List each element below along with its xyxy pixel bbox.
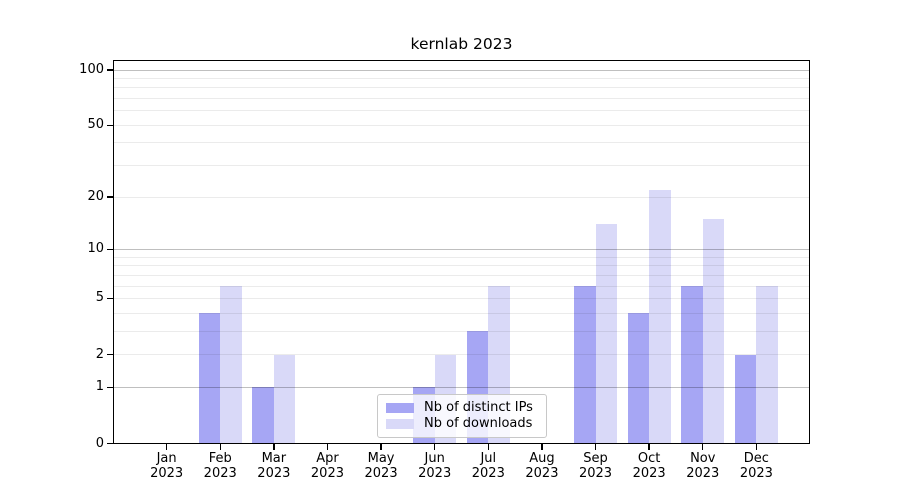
x-tick-label-feb: Feb 2023 <box>203 450 237 482</box>
x-tick-dec <box>755 443 758 450</box>
x-tick-apr <box>326 443 329 450</box>
gridline-minor-60 <box>113 110 810 112</box>
x-tick-label-sep: Sep 2023 <box>578 450 613 482</box>
y-tick-1 <box>107 386 113 389</box>
bar-downloads-sep <box>595 224 618 444</box>
legend-swatch-distinct-ips <box>386 403 414 413</box>
x-tick-label-jan: Jan 2023 <box>150 450 184 482</box>
x-tick-jan <box>165 443 168 450</box>
y-tick-label-0: 0 <box>95 435 104 451</box>
gridline-minor-3 <box>113 330 810 332</box>
x-tick-label-may: May 2023 <box>364 450 398 482</box>
gridline-minor-8 <box>113 265 810 267</box>
gridline-minor-50 <box>113 124 810 126</box>
gridline-minor-40 <box>113 142 810 144</box>
bar-downloads-nov <box>702 219 725 444</box>
x-tick-label-jul: Jul 2023 <box>471 450 505 482</box>
y-tick-10 <box>107 248 113 251</box>
bar-distinct-ips-sep <box>574 286 596 444</box>
x-tick-label-nov: Nov 2023 <box>686 450 720 482</box>
y-tick-label-20: 20 <box>87 189 104 205</box>
gridline-major-10 <box>113 248 810 250</box>
x-tick-mar <box>273 443 275 450</box>
x-tick-label-oct: Oct 2023 <box>632 450 666 482</box>
y-tick-label-100: 100 <box>79 62 104 77</box>
gridline-minor-20 <box>113 196 810 198</box>
y-tick-label-50: 50 <box>87 117 104 133</box>
x-tick-label-jun: Jun 2023 <box>418 450 452 482</box>
x-tick-label-mar: Mar 2023 <box>257 450 291 482</box>
bar-distinct-ips-mar <box>252 387 274 444</box>
chart-title: kernlab 2023 <box>410 35 513 53</box>
gridline-minor-4 <box>113 312 810 314</box>
y-tick-label-1: 1 <box>95 379 104 395</box>
y-tick-5 <box>107 297 113 300</box>
x-tick-label-aug: Aug 2023 <box>525 450 559 482</box>
y-tick-20 <box>107 196 113 198</box>
legend-item-downloads: Nb of downloads <box>386 417 540 431</box>
bar-downloads-oct <box>649 189 671 444</box>
bar-downloads-dec <box>756 286 778 444</box>
x-tick-label-apr: Apr 2023 <box>310 450 344 482</box>
bar-downloads-feb <box>220 286 242 444</box>
x-tick-feb <box>219 443 221 450</box>
bar-downloads-mar <box>273 354 296 444</box>
gridline-major-100 <box>113 69 810 71</box>
gridline-minor-9 <box>113 256 810 258</box>
gridline-minor-2 <box>113 354 810 356</box>
y-tick-0 <box>107 442 113 445</box>
bar-distinct-ips-nov <box>681 286 703 444</box>
bar-distinct-ips-oct <box>627 313 650 444</box>
x-tick-jul <box>487 443 489 450</box>
gridline-minor-70 <box>113 98 810 100</box>
legend: Nb of distinct IPs Nb of downloads <box>377 394 547 438</box>
gridline-minor-30 <box>113 165 810 167</box>
gridline-minor-90 <box>113 77 810 79</box>
x-tick-may <box>380 443 382 450</box>
gridline-minor-5 <box>113 297 810 299</box>
legend-label-downloads: Nb of downloads <box>424 416 533 431</box>
x-tick-oct <box>648 443 650 450</box>
bar-distinct-ips-dec <box>734 354 757 444</box>
bar-distinct-ips-feb <box>198 313 221 444</box>
gridline-minor-80 <box>113 87 810 89</box>
gridline-major-1 <box>113 386 810 388</box>
legend-swatch-downloads <box>386 419 414 429</box>
gridline-minor-7 <box>113 274 810 276</box>
x-tick-label-dec: Dec 2023 <box>739 450 773 482</box>
y-tick-2 <box>107 353 113 356</box>
x-tick-sep <box>594 443 597 450</box>
y-tick-label-2: 2 <box>95 346 104 362</box>
legend-item-distinct-ips: Nb of distinct IPs <box>386 401 540 415</box>
legend-label-distinct-ips: Nb of distinct IPs <box>424 400 533 415</box>
y-tick-100 <box>107 69 113 71</box>
x-tick-jun <box>433 443 436 450</box>
y-tick-50 <box>107 124 113 126</box>
x-tick-aug <box>541 443 543 450</box>
gridline-minor-6 <box>113 285 810 287</box>
y-tick-label-5: 5 <box>95 290 104 306</box>
y-tick-label-10: 10 <box>87 241 104 257</box>
x-tick-nov <box>702 443 704 450</box>
